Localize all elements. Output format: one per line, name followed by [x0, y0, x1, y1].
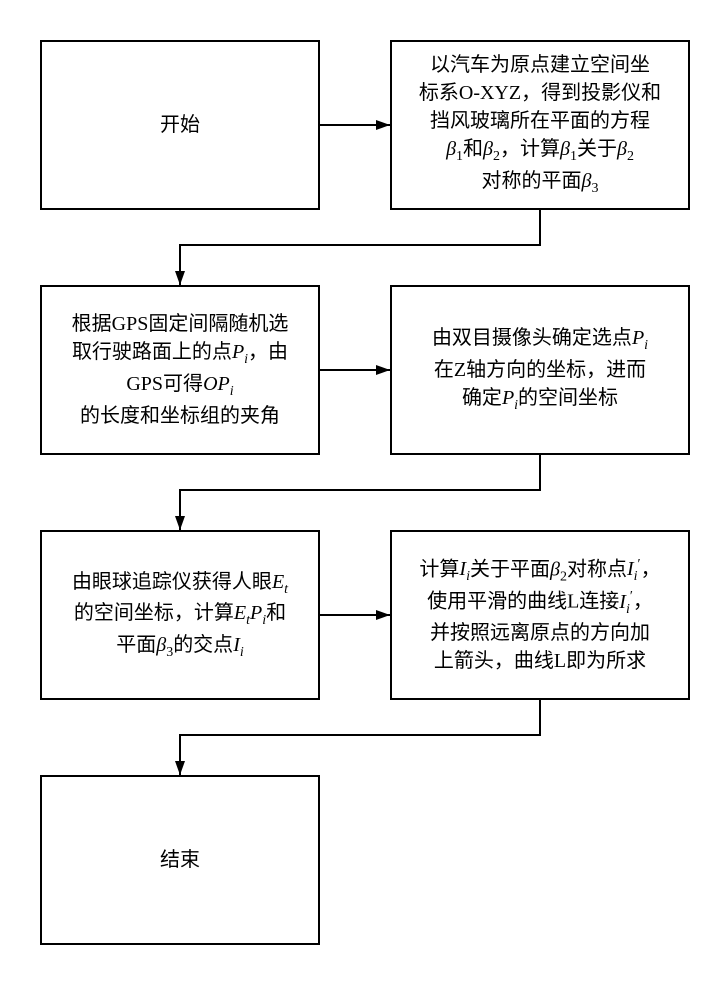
node-step3: 由双目摄像头确定选点Pi在Z轴方向的坐标，进而确定Pi的空间坐标 [390, 285, 690, 455]
node-end-label: 结束 [160, 846, 200, 874]
node-step5: 计算Ii关于平面β2对称点Ii′，使用平滑的曲线L连接Ii′，并按照远离原点的方… [390, 530, 690, 700]
node-step1: 以汽车为原点建立空间坐标系O-XYZ，得到投影仪和挡风玻璃所在平面的方程β1和β… [390, 40, 690, 210]
node-end: 结束 [40, 775, 320, 945]
node-step2-label: 根据GPS固定间隔随机选取行驶路面上的点Pi，由GPS可得OPi的长度和坐标组的… [72, 310, 289, 429]
node-step4-label: 由眼球追踪仪获得人眼Et的空间坐标，计算EtPi和平面β3的交点Ii [72, 568, 288, 663]
node-step4: 由眼球追踪仪获得人眼Et的空间坐标，计算EtPi和平面β3的交点Ii [40, 530, 320, 700]
node-step2: 根据GPS固定间隔随机选取行驶路面上的点Pi，由GPS可得OPi的长度和坐标组的… [40, 285, 320, 455]
node-step1-label: 以汽车为原点建立空间坐标系O-XYZ，得到投影仪和挡风玻璃所在平面的方程β1和β… [419, 51, 661, 198]
node-start-label: 开始 [160, 111, 200, 139]
flowchart-container: 开始 以汽车为原点建立空间坐标系O-XYZ，得到投影仪和挡风玻璃所在平面的方程β… [20, 20, 703, 980]
node-step3-label: 由双目摄像头确定选点Pi在Z轴方向的坐标，进而确定Pi的空间坐标 [432, 324, 648, 415]
node-step5-label: 计算Ii关于平面β2对称点Ii′，使用平滑的曲线L连接Ii′，并按照远离原点的方… [419, 555, 660, 676]
node-start: 开始 [40, 40, 320, 210]
